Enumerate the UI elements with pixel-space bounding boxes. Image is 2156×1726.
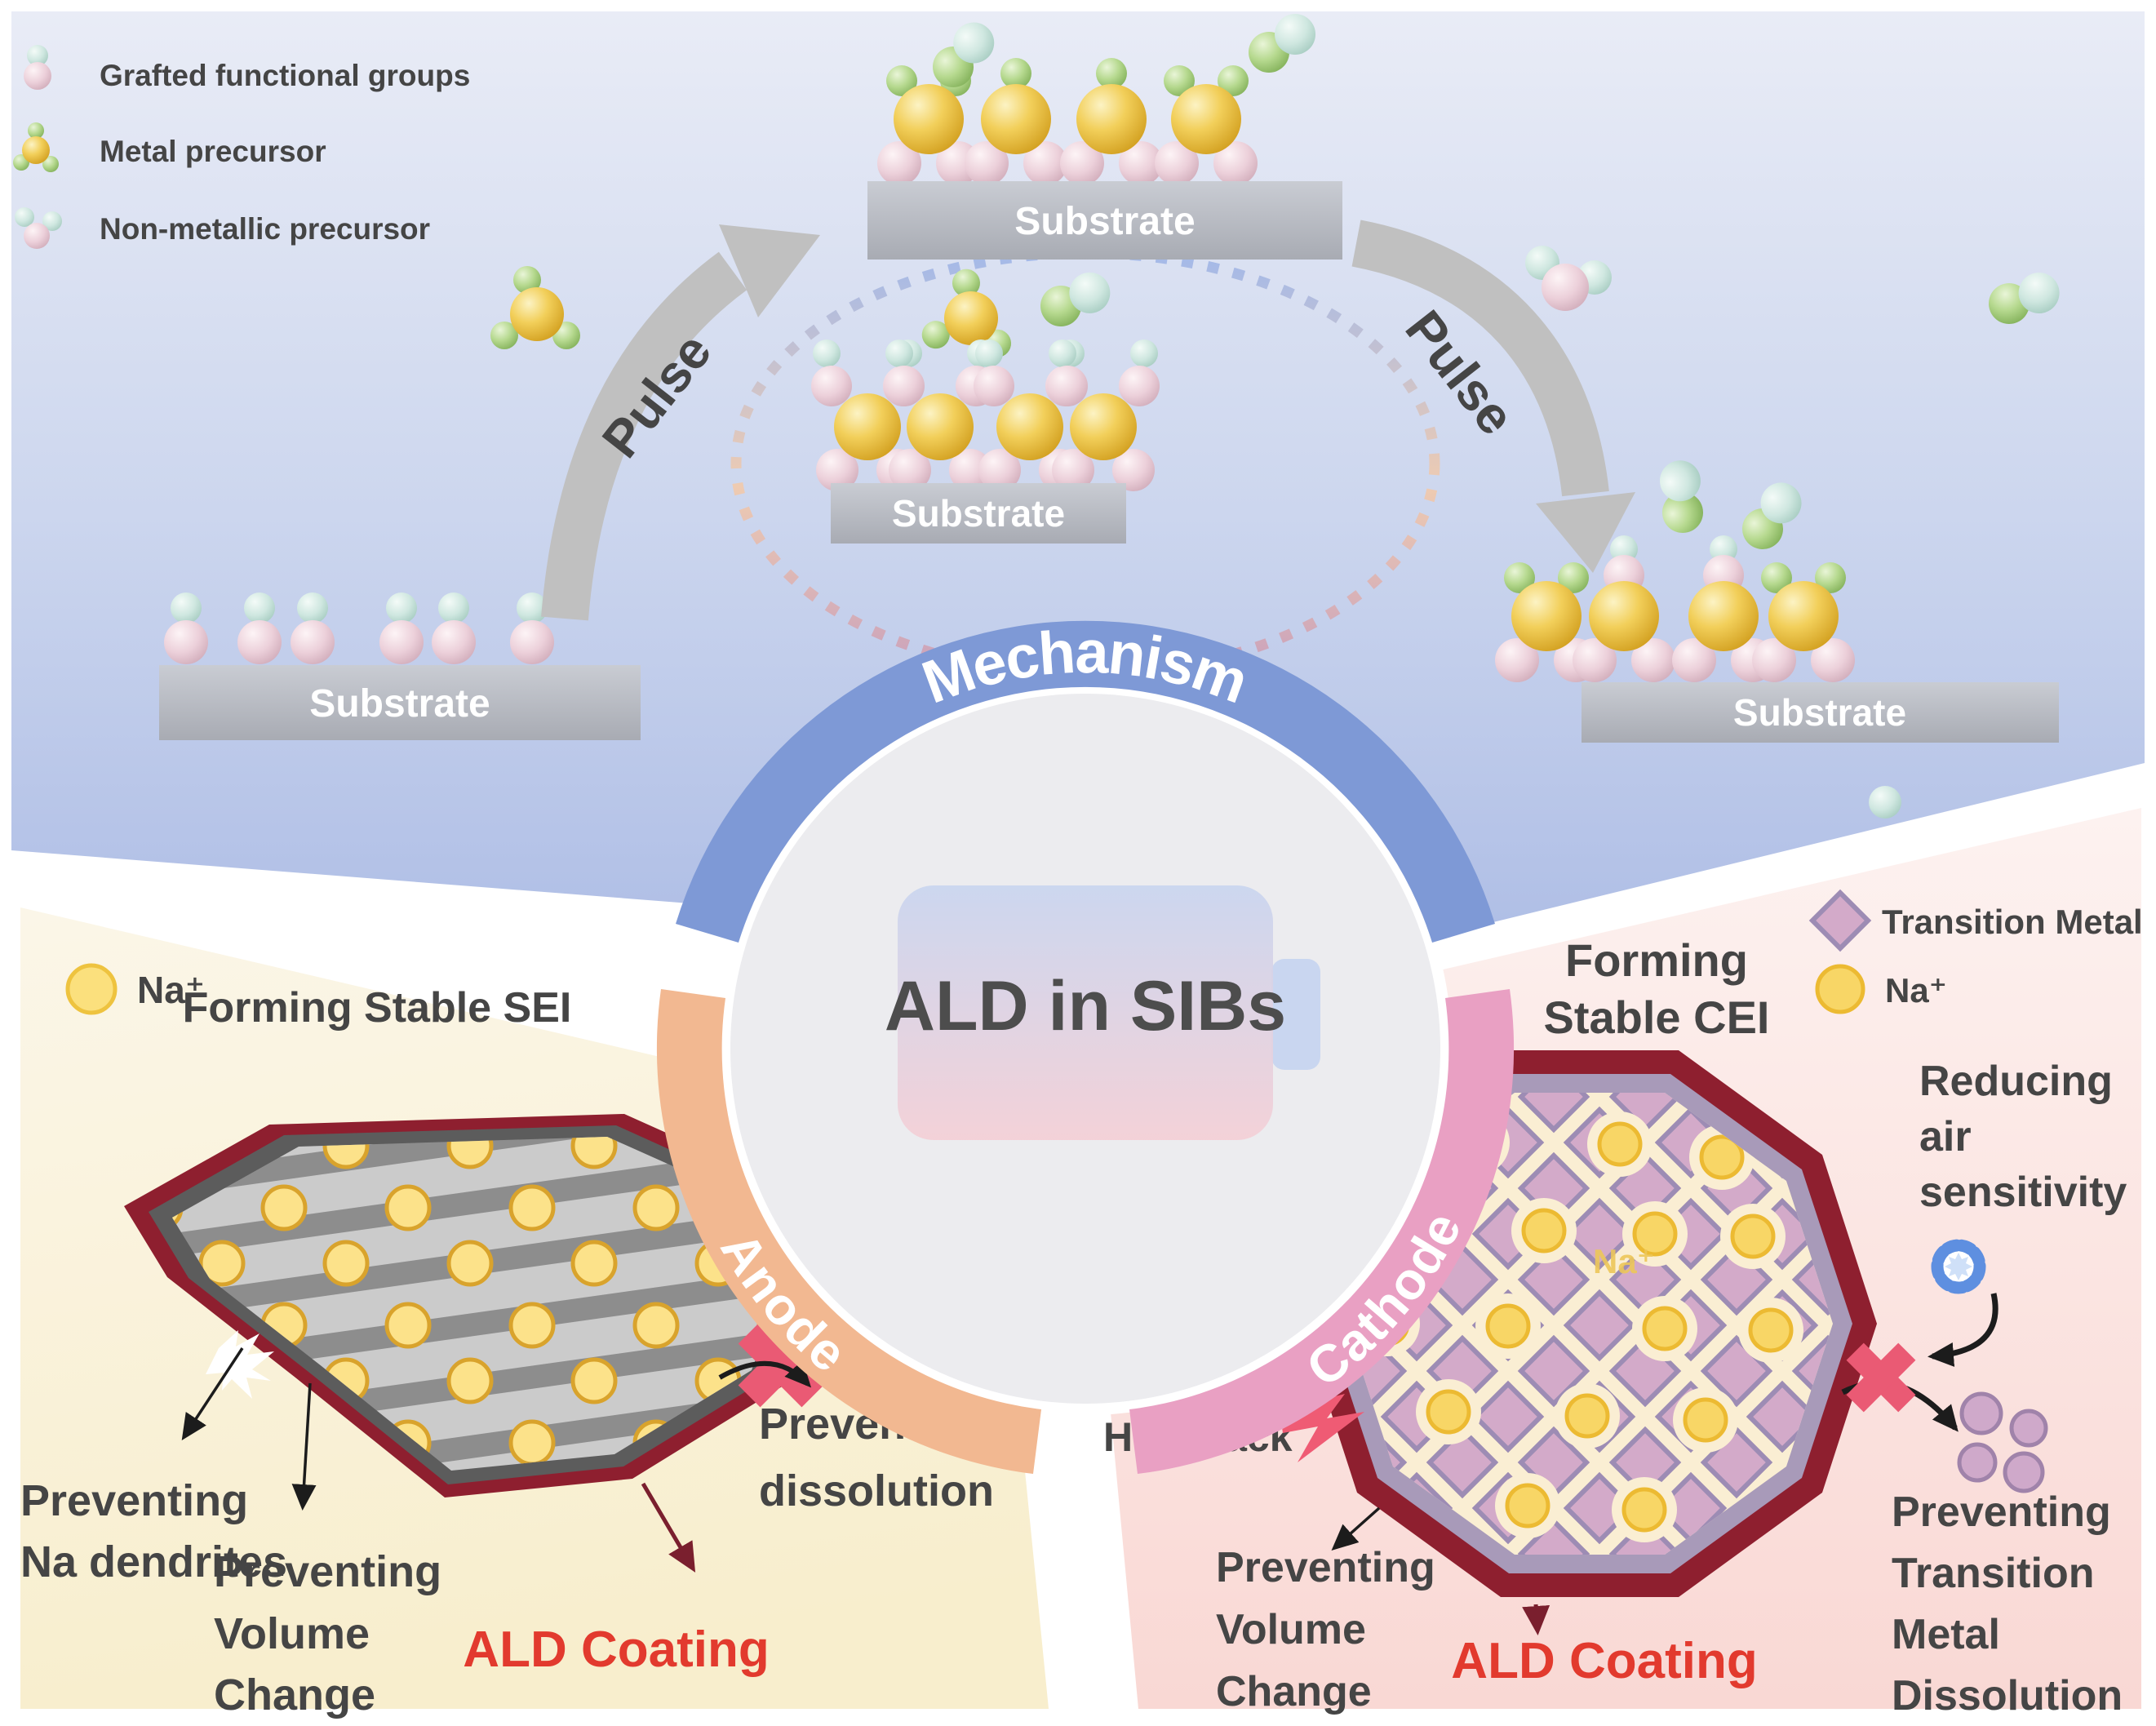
grafted-functional-group-icon xyxy=(24,45,51,90)
label-tm-line3: Metal xyxy=(1892,1611,2000,1658)
substrate-bar xyxy=(831,483,1126,544)
na-ion-icon xyxy=(65,963,118,1015)
dissolved-transition-metal-icons xyxy=(1957,1391,2048,1493)
label-anode-volume-line2: Volume xyxy=(214,1609,370,1658)
substrate-after-nonmetal-pulse: Substrate xyxy=(1495,246,2065,819)
battery-terminal xyxy=(1271,959,1320,1070)
label-air-line3: sensitivity xyxy=(1919,1169,2127,1216)
cathode-legend: Transition Metal Na⁺ xyxy=(1808,889,2143,1014)
central-hub: Mechanism Anode Cathode ALD in SIBs xyxy=(656,618,1515,1474)
volume-change-arrow-anode xyxy=(291,1382,317,1511)
air-molecule-icon xyxy=(1931,1239,1986,1294)
mechanism-legend: Grafted functional groups Metal precurso… xyxy=(13,45,470,249)
label-tm-line4: Dissolution xyxy=(1892,1672,2123,1719)
substrate-after-metal-pulse: Substrate xyxy=(867,14,1342,260)
anode-legend: Na⁺ xyxy=(65,963,205,1015)
ald-coating-arrow-cathode xyxy=(1522,1604,1550,1635)
anode-arc xyxy=(656,989,1041,1474)
legend-label-non-metallic: Non-metallic precursor xyxy=(100,212,430,246)
battery-icon xyxy=(898,885,1273,1140)
hub-title: ALD in SIBs xyxy=(885,967,1286,1045)
substrate-label: Substrate xyxy=(1014,200,1195,243)
label-ald-coating-cathode: ALD Coating xyxy=(1451,1633,1757,1689)
na-dendrite-icon xyxy=(206,1330,274,1399)
byproduct-atom xyxy=(1869,786,1901,819)
label-dissolution-line2: dissolution xyxy=(759,1466,994,1515)
substrate-label: Substrate xyxy=(309,682,490,725)
cathode-title-line2: Stable CEI xyxy=(1544,992,1770,1043)
na-watermark: Na⁺ xyxy=(1593,1242,1655,1280)
legend-label-metal-precursor: Metal precursor xyxy=(100,135,326,168)
cathode-legend-tm-label: Transition Metal xyxy=(1882,903,2143,941)
anode-title: Forming Stable SEI xyxy=(183,984,572,1032)
substrate-bar xyxy=(867,181,1342,260)
substrate-initial: Substrate xyxy=(159,592,641,740)
na-dendrites-arrow xyxy=(181,1347,244,1441)
substrate-bar xyxy=(159,665,641,740)
metal-precursor-icon xyxy=(13,122,59,172)
label-tm-line2: Transition xyxy=(1892,1550,2094,1597)
volume-change-arrow-cathode xyxy=(1331,1506,1381,1551)
dissolution-arrow-anode xyxy=(718,1360,812,1388)
pulse-arrow-left xyxy=(541,224,820,621)
transition-metal-icon xyxy=(1808,889,1872,952)
substrate-label: Substrate xyxy=(892,492,1065,535)
blocked-cross-cathode xyxy=(1846,1342,1916,1413)
cathode-title-line1: Forming xyxy=(1565,934,1748,986)
substrate-bar xyxy=(1582,682,2059,743)
anode-legend-na-label: Na⁺ xyxy=(137,969,205,1011)
label-na-dendrites-line2: Na dendrites xyxy=(20,1537,287,1586)
cathode-arc xyxy=(1129,989,1515,1474)
label-anode-volume-line3: Change xyxy=(214,1671,375,1719)
na-ions-in-cathode: Na⁺ xyxy=(1355,1110,1803,1542)
substrate-cycle: Substrate xyxy=(811,264,1160,544)
legend-label-grafted: Grafted functional groups xyxy=(100,59,470,92)
label-cathode-volume-line1: Preventing xyxy=(1216,1544,1435,1591)
label-anode-volume-line1: Preventing xyxy=(214,1547,441,1596)
ald-coating-arrow-anode xyxy=(641,1482,696,1573)
non-metallic-precursor-icon xyxy=(15,207,62,249)
substrate-label: Substrate xyxy=(1733,691,1906,734)
pulse-arrow-right xyxy=(1351,220,1635,573)
label-tm-line1: Preventing xyxy=(1892,1489,2111,1536)
air-arrow xyxy=(1928,1293,1999,1367)
label-cathode-volume-line3: Change xyxy=(1216,1668,1372,1715)
mechanism-arc xyxy=(676,620,1495,943)
na-ion-icon xyxy=(1815,964,1865,1014)
label-na-dendrites-line1: Preventing xyxy=(20,1476,248,1525)
label-cathode-volume-line2: Volume xyxy=(1216,1606,1366,1653)
cathode-legend-na-label: Na⁺ xyxy=(1885,971,1947,1009)
label-ald-coating-anode: ALD Coating xyxy=(463,1622,769,1678)
label-air-line1: Reducing xyxy=(1919,1058,2113,1105)
label-air-line2: air xyxy=(1919,1113,1972,1160)
